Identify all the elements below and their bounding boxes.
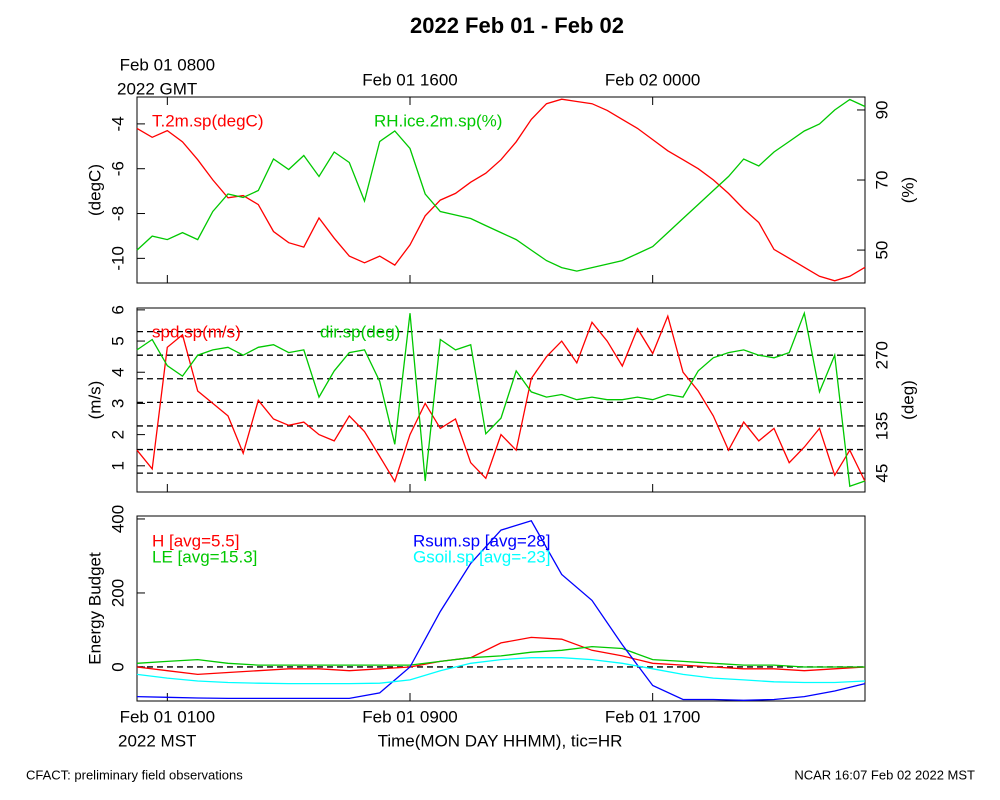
x2-tick-label: Feb 02 0000 [605,70,700,89]
y-tick-label: 5 [108,336,127,345]
y-tick-label: -8 [108,206,127,221]
y-tick-label: 3 [108,399,127,408]
x-tick-label: Feb 01 0100 [120,707,215,726]
y-tick-label: 2 [108,430,127,439]
legend-label: T.2m.sp(degC) [152,111,263,130]
y2-tick-label: 90 [872,100,891,119]
footer-right: NCAR 16:07 Feb 02 2022 MST [794,767,975,782]
legend-label: LE [avg=15.3] [152,547,257,566]
series-line [136,636,866,676]
x-tick-label: Feb 01 1700 [605,707,700,726]
y-axis-title: (degC) [85,164,104,216]
legend-label: H [avg=5.5] [152,531,239,550]
legend-label: RH.ice.2m.sp(%) [374,111,502,130]
y2-axis-title: (%) [898,177,917,203]
x-note: 2022 MST [118,731,196,750]
y2-tick-label: 50 [872,241,891,260]
y-axis-title: (m/s) [85,381,104,420]
y-tick-label: 200 [108,579,127,607]
y-tick-label: -6 [108,161,127,176]
x2-tick-label: Feb 01 0800 [120,55,215,74]
y2-axis-title: (deg) [898,380,917,420]
series-line [136,314,866,483]
y-tick-label: 4 [108,368,127,377]
legend-label: spd.sp(m/s) [152,322,241,341]
y-tick-label: 6 [108,305,127,314]
y-tick-label: 1 [108,461,127,470]
legend-label: Gsoil.sp [avg=-23] [413,547,551,566]
y-axis-title: Energy Budget [85,552,104,665]
plot-frame [136,96,866,284]
series-line [136,98,866,282]
series-line [136,657,866,685]
x-axis-title: Time(MON DAY HHMM), tic=HR [378,731,623,750]
series-line [136,645,865,668]
y2-tick-label: 70 [872,171,891,190]
y-tick-label: -10 [108,246,127,271]
title: 2022 Feb 01 - Feb 02 [410,13,624,38]
series-line [136,310,866,488]
legend-label: Rsum.sp [avg=28] [413,531,551,550]
y2-tick-label: 135 [872,412,891,440]
x2-tick-label: Feb 01 1600 [362,70,457,89]
y-tick-label: -4 [108,116,127,131]
plot-frame [136,515,866,702]
y-tick-label: 400 [108,505,127,533]
footer-left: CFACT: preliminary field observations [26,767,243,782]
legend-label: dir.sp(deg) [320,322,400,341]
y2-tick-label: 270 [872,341,891,369]
y2-tick-label: 45 [872,464,891,483]
series-line [136,520,866,701]
y-tick-label: 0 [108,662,127,671]
x-tick-label: Feb 01 0900 [362,707,457,726]
x2-note: 2022 GMT [117,79,197,98]
series-line [136,98,866,272]
plot-frame [136,307,866,493]
